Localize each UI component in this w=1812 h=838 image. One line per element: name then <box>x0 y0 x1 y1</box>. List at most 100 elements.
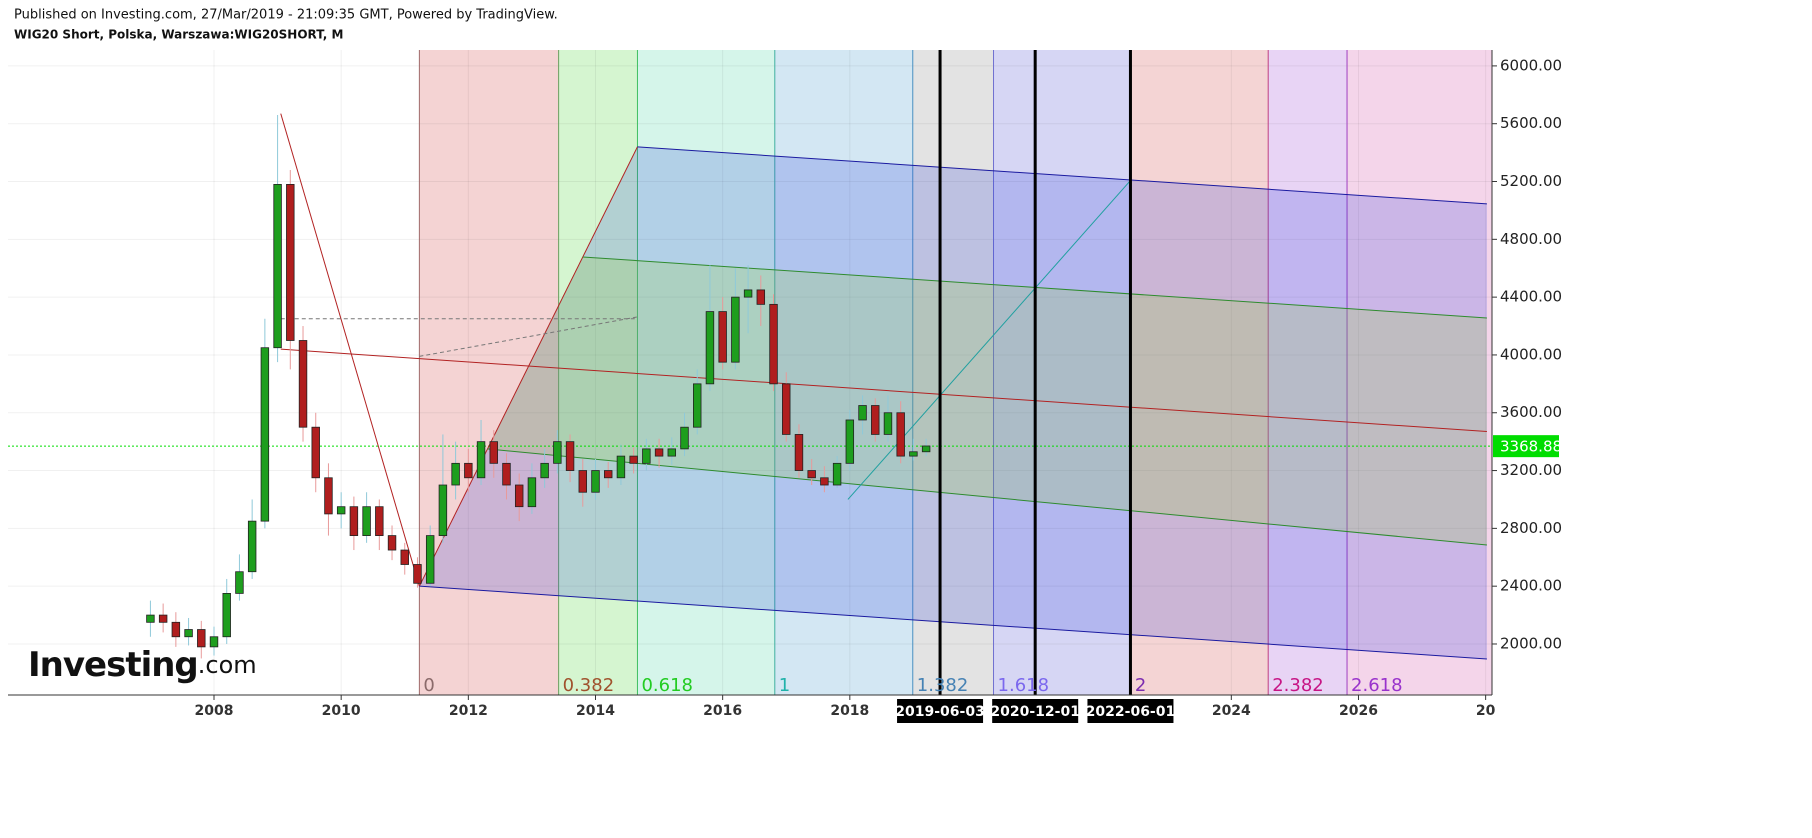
published-note: Published on Investing.com, 27/Mar/2019 … <box>14 8 558 23</box>
fib-zone <box>1347 50 1492 695</box>
fib-label: 1 <box>779 675 790 696</box>
candle-body <box>756 289 766 305</box>
candle-body <box>807 470 816 479</box>
candle-body <box>514 484 524 508</box>
candle-body <box>336 506 346 515</box>
last-price-label: 3368.88 <box>1500 438 1562 456</box>
y-tick-label: 3200.00 <box>1500 461 1562 479</box>
y-tick-label: 5200.00 <box>1500 172 1562 190</box>
fib-zone <box>912 50 994 695</box>
candle-body <box>565 441 575 471</box>
candle-body <box>311 426 320 479</box>
candle-body <box>273 184 282 349</box>
candle-body <box>540 462 549 479</box>
candle-body <box>387 535 397 551</box>
fib-label: 1.382 <box>917 675 969 696</box>
x-tick-label: 2016 <box>703 703 742 719</box>
candle-body <box>743 289 753 298</box>
candle-body <box>324 477 333 515</box>
fib-zone <box>1268 50 1348 695</box>
candle-body <box>654 448 664 457</box>
candle-body <box>667 448 677 457</box>
x-tick-label: 2026 <box>1339 703 1378 719</box>
logo: Investing.com <box>28 645 257 685</box>
candle-body <box>413 564 422 584</box>
symbol-title: WIG20 Short, Polska, Warszawa:WIG20SHORT… <box>14 28 343 42</box>
candle-body <box>909 451 918 457</box>
candle-body <box>782 383 791 435</box>
candle-body <box>871 405 880 435</box>
candle-body <box>616 455 626 479</box>
candle-body <box>921 445 931 453</box>
y-tick-label: 5600.00 <box>1500 114 1562 132</box>
last-price-box <box>1493 435 1559 458</box>
y-tick-label: 4800.00 <box>1500 230 1562 248</box>
candle-body <box>578 470 587 493</box>
x-tick-label: 20 <box>1476 703 1496 719</box>
drawing-line <box>280 348 1487 433</box>
y-tick-label: 2000.00 <box>1500 634 1562 652</box>
candle-body <box>718 311 727 363</box>
candle-body <box>158 614 168 623</box>
candle-body <box>197 629 206 648</box>
fib-label: 1.618 <box>998 675 1050 696</box>
time-marker-box <box>897 699 984 723</box>
candle-body <box>769 303 778 385</box>
candle-body <box>489 441 498 464</box>
candle-body <box>845 419 855 464</box>
x-tick-label: 2014 <box>576 703 615 719</box>
candle-body <box>247 520 257 573</box>
candle-body <box>680 426 689 450</box>
plot-area <box>8 50 1492 695</box>
time-marker-box <box>992 699 1079 723</box>
logo-main: Investing <box>28 645 198 685</box>
candle-body <box>629 455 638 464</box>
pitchfork-fill <box>419 146 1487 660</box>
y-tick-label: 2400.00 <box>1500 577 1562 595</box>
candle-body <box>400 549 409 565</box>
candle-body <box>425 535 435 584</box>
time-marker-box <box>1087 699 1174 723</box>
x-tick-label: 2008 <box>195 703 234 719</box>
candle-body <box>476 441 486 479</box>
drawing-line <box>487 448 1487 546</box>
candle-body <box>286 184 295 341</box>
candle-body <box>375 506 384 536</box>
drawing-line <box>419 585 1487 660</box>
fib-label: 2.618 <box>1351 675 1403 696</box>
candle-body <box>553 441 562 464</box>
candle-body <box>642 448 651 464</box>
candle-body <box>731 296 740 363</box>
x-tick-label: 2018 <box>830 703 869 719</box>
y-tick-label: 2800.00 <box>1500 519 1562 537</box>
candle-body <box>146 614 155 623</box>
fib-label: 0.382 <box>563 675 615 696</box>
fib-zone <box>993 50 1131 695</box>
x-tick-label: 2012 <box>449 703 488 719</box>
candle-body <box>171 621 181 638</box>
candle-body <box>438 484 448 536</box>
drawing-line <box>637 146 1487 205</box>
x-tick-label: 2024 <box>1212 703 1251 719</box>
candle-body <box>591 470 600 493</box>
logo-suffix: .com <box>198 651 257 679</box>
candle-body <box>235 571 244 594</box>
candle-body <box>209 636 219 648</box>
fib-label: 0 <box>423 675 434 696</box>
candle-body <box>464 462 473 479</box>
time-marker-label: 2022-06-01 <box>1086 704 1176 720</box>
y-tick-label: 3600.00 <box>1500 403 1562 421</box>
candle-body <box>820 477 829 486</box>
candle-body <box>362 506 371 536</box>
axes: 0 0.382 0.618 1 1.382 1.618 2 2.382 2.618 2000.00… <box>8 50 1562 723</box>
candle-body <box>349 506 359 536</box>
time-marker-label: 2019-06-03 <box>895 704 985 720</box>
candle-body <box>896 412 905 457</box>
fib-label: 2.382 <box>1272 675 1324 696</box>
candle-body <box>705 311 715 385</box>
candle-body <box>184 629 193 638</box>
candle-body <box>527 477 537 508</box>
x-tick-label: 2010 <box>322 703 361 719</box>
candle-body <box>502 462 511 486</box>
